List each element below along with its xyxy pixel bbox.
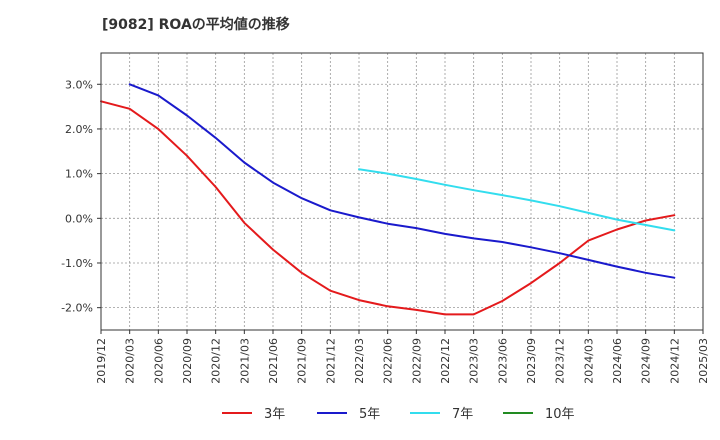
y-tick-label: 2.0% — [65, 123, 93, 136]
x-tick-label: 2024/06 — [611, 338, 624, 384]
x-tick-label: 2020/12 — [210, 338, 223, 384]
x-tick-label: 2025/03 — [697, 338, 710, 384]
chart-title: [9082] ROAの平均値の推移 — [102, 17, 290, 33]
x-tick-label: 2022/09 — [410, 338, 423, 384]
legend-label: 5年 — [359, 407, 380, 422]
x-tick-label: 2021/09 — [296, 338, 309, 384]
x-tick-label: 2024/09 — [640, 338, 653, 384]
x-tick-label: 2022/12 — [439, 338, 452, 384]
legend-item-4: 10年 — [503, 407, 575, 422]
legend-label: 7年 — [452, 407, 473, 422]
legend-item-1: 3年 — [222, 407, 285, 422]
legend-item-2: 5年 — [317, 407, 380, 422]
x-tick-label: 2020/03 — [124, 338, 137, 384]
y-tick-label: 1.0% — [65, 168, 93, 181]
series-line-2 — [128, 83, 676, 279]
x-axis: 2019/12 2020/03 2020/06 2020/09 2020/12 2021/… — [95, 330, 710, 384]
x-tick-label: 2024/12 — [668, 338, 681, 384]
x-tick-label: 2020/06 — [152, 338, 165, 384]
x-tick-label: 2021/06 — [267, 338, 280, 384]
y-tick-label: -1.0% — [61, 257, 93, 270]
x-tick-label: 2024/03 — [582, 338, 595, 384]
x-tick-label: 2023/06 — [496, 338, 509, 384]
legend: 3年 5年 7年 10年 — [222, 407, 575, 422]
legend-label: 3年 — [264, 407, 285, 422]
y-axis: 3.0% 2.0% 1.0% 0.0% -1.0% -2.0% — [61, 78, 101, 315]
series-layer — [100, 83, 676, 316]
x-tick-label: 2020/09 — [181, 338, 194, 384]
series-line-3 — [358, 168, 676, 232]
y-tick-label: 0.0% — [65, 212, 93, 225]
x-tick-label: 2023/12 — [554, 338, 567, 384]
legend-label: 10年 — [545, 407, 575, 422]
x-tick-label: 2021/03 — [238, 338, 251, 384]
x-tick-label: 2019/12 — [95, 338, 108, 384]
x-tick-label: 2022/03 — [353, 338, 366, 384]
y-tick-label: 3.0% — [65, 78, 93, 91]
y-tick-label: -2.0% — [61, 302, 93, 315]
legend-item-3: 7年 — [410, 407, 473, 422]
plot-area-border — [100, 52, 704, 331]
grid-layer — [101, 53, 703, 330]
x-tick-label: 2023/03 — [468, 338, 481, 384]
x-tick-label: 2022/06 — [382, 338, 395, 384]
series-line-1 — [100, 100, 676, 316]
plot-frame — [100, 52, 704, 331]
x-tick-label: 2021/12 — [324, 338, 337, 384]
x-tick-label: 2023/09 — [525, 338, 538, 384]
